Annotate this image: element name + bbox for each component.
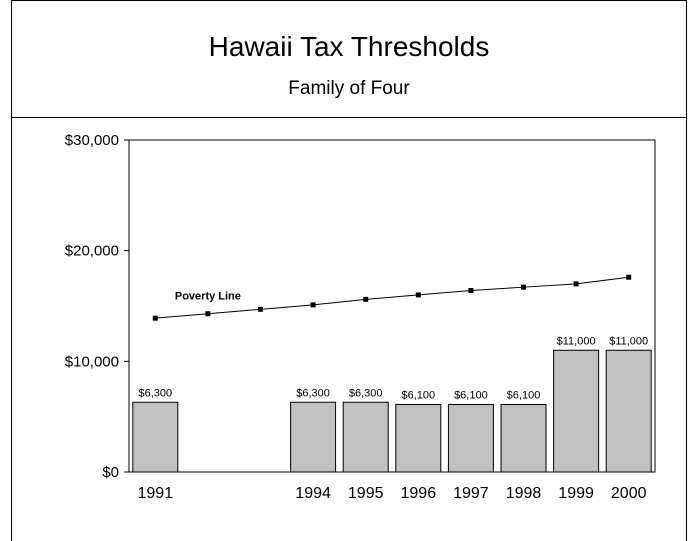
- bar: [500, 403, 547, 473]
- chart-frame: Hawaii Tax Thresholds Family of Four: [11, 0, 687, 541]
- bar-value-label: $6,100: [454, 389, 488, 401]
- x-tick-label: 1996: [401, 485, 437, 502]
- bar: [132, 401, 179, 473]
- title-panel: Hawaii Tax Thresholds Family of Four: [12, 1, 686, 118]
- bar-value-label: $6,300: [296, 387, 330, 399]
- x-tick-label: 1997: [453, 485, 489, 502]
- bar: [290, 401, 337, 473]
- poverty-line-point: [310, 302, 316, 308]
- bar: [395, 403, 442, 473]
- poverty-line: [155, 276, 629, 319]
- plot-area: [128, 139, 656, 473]
- bar: [342, 401, 389, 473]
- bar-value-label: $6,300: [138, 387, 172, 399]
- chart-title: Hawaii Tax Thresholds: [208, 31, 490, 62]
- poverty-line-point: [521, 284, 526, 290]
- poverty-line-point: [258, 306, 263, 312]
- poverty-line-point: [152, 315, 158, 321]
- bar: [605, 349, 652, 473]
- poverty-line-point: [573, 281, 579, 287]
- chart-subtitle: Family of Four: [288, 78, 410, 99]
- x-tick-label: 1991: [138, 485, 174, 502]
- bar: [447, 403, 494, 473]
- poverty-line-point: [468, 288, 474, 294]
- bar-value-label: $6,100: [401, 389, 435, 401]
- y-tick-label: $30,000: [65, 132, 119, 149]
- bar-value-label: $6,100: [507, 389, 541, 401]
- series-label: Poverty Line: [175, 291, 241, 303]
- poverty-line-point: [205, 311, 211, 317]
- x-tick-label: 2000: [611, 485, 647, 502]
- poverty-line-point: [626, 274, 632, 280]
- x-tick-label: 1995: [348, 485, 384, 502]
- poverty-line-point: [415, 292, 421, 298]
- bar: [553, 349, 600, 473]
- x-tick-label: 1999: [558, 485, 594, 502]
- y-tick-label: $0: [102, 464, 119, 481]
- bar-value-label: $11,000: [557, 335, 596, 347]
- y-tick-label: $20,000: [65, 243, 119, 260]
- bar-value-label: $6,300: [349, 387, 383, 399]
- bar-value-label: $11,000: [609, 335, 648, 347]
- poverty-line-point: [363, 296, 369, 302]
- y-tick-label: $10,000: [65, 353, 119, 370]
- x-tick-label: 1994: [295, 485, 331, 502]
- x-tick-label: 1998: [506, 485, 542, 502]
